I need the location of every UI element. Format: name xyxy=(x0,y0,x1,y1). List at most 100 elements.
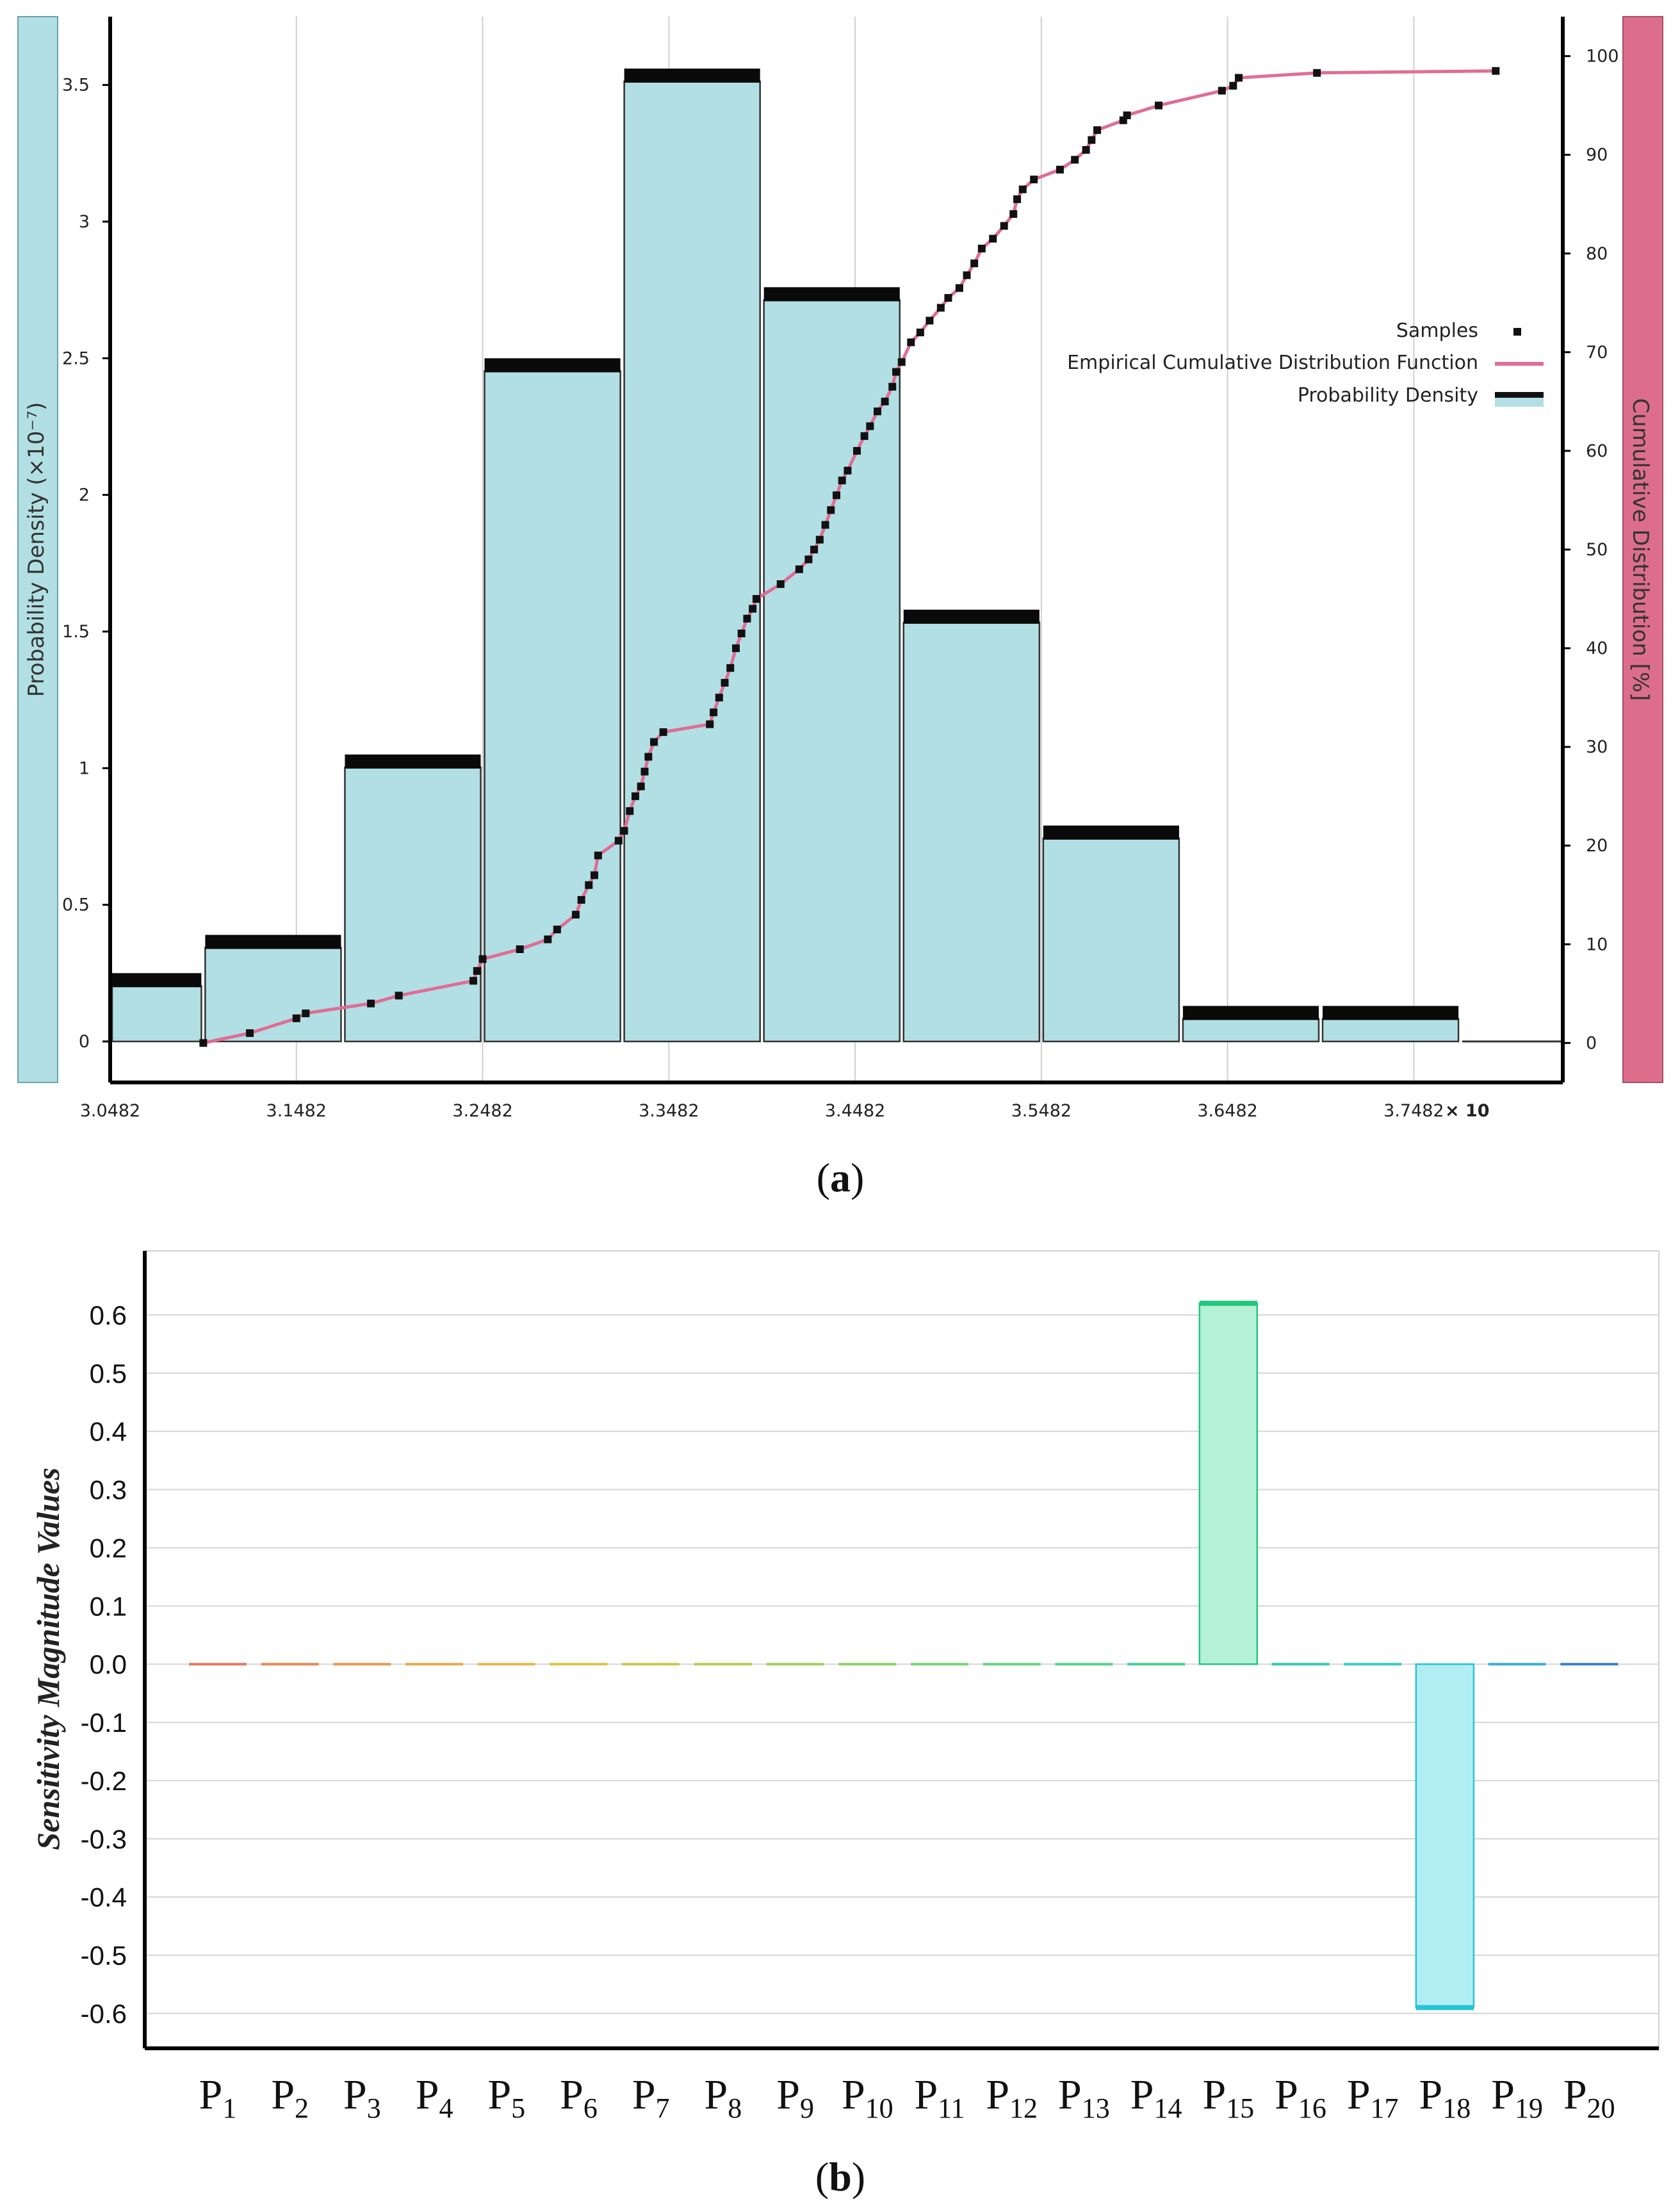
a-bar-cap xyxy=(205,934,341,949)
a-left-y-tick-label: 2 xyxy=(79,485,90,505)
b-x-category-label: P16 xyxy=(1275,2071,1326,2124)
a-bar-cap xyxy=(624,69,760,83)
a-bar xyxy=(484,370,621,1043)
a-sample-point xyxy=(881,397,889,405)
a-sample-point xyxy=(706,720,714,728)
a-left-y-tick-label: 2.5 xyxy=(62,348,90,368)
a-sample-point xyxy=(970,259,979,268)
a-x-tick-label: 3.0482 xyxy=(80,1101,140,1121)
a-sample-point xyxy=(827,506,835,514)
a-bar xyxy=(763,299,901,1043)
b-x-category-label: P2 xyxy=(271,2071,309,2124)
a-sample-point xyxy=(395,991,403,1000)
a-sample-point xyxy=(833,491,840,500)
a-sample-point xyxy=(302,1009,310,1018)
b-gridlines xyxy=(145,1314,1659,2014)
a-sample-point xyxy=(516,945,524,953)
a-histogram-bars xyxy=(111,69,1561,1043)
b-y-tick-label: 0.1 xyxy=(90,1591,127,1621)
a-x-tick-label: 3.7482 xyxy=(1383,1101,1444,1121)
a-sample-point xyxy=(815,535,824,544)
a-sample-point xyxy=(892,368,901,376)
a-left-y-tick-label: 1.5 xyxy=(62,622,90,642)
a-x-tick-label: 3.3482 xyxy=(639,1101,699,1121)
a-sample-point xyxy=(469,977,477,985)
a-bar-cap xyxy=(345,755,481,769)
caption-a: (a) xyxy=(817,1155,865,1200)
a-sample-point xyxy=(1071,156,1079,164)
b-axes xyxy=(143,1251,1659,2050)
a-sample-point xyxy=(614,836,623,845)
a-left-y-tick-label: 0 xyxy=(79,1032,90,1052)
b-x-category-label: P20 xyxy=(1563,2071,1615,2124)
a-x-tick-label: 3.2482 xyxy=(452,1101,512,1121)
a-right-y-tick-label: 30 xyxy=(1586,737,1608,757)
a-sample-point xyxy=(640,767,649,776)
right-axis-label: Cumulative Distribution [%] xyxy=(1627,398,1653,701)
b-y-tick-label: -0.1 xyxy=(81,1708,127,1738)
a-bar xyxy=(902,621,1041,1043)
b-y-tick-label: 0.2 xyxy=(90,1533,127,1563)
a-sample-point xyxy=(1013,195,1022,204)
right-axis-band xyxy=(1622,16,1663,1083)
a-legend: Samples Empirical Cumulative Distributio… xyxy=(1067,320,1544,407)
a-sample-point xyxy=(926,316,934,325)
b-x-category-label: P11 xyxy=(914,2071,965,2124)
panel-a-chart: Probability Density (×10⁻⁷) Cumulative D… xyxy=(17,16,1663,1121)
a-sample-point xyxy=(936,304,945,312)
a-right-y-tick-label: 80 xyxy=(1586,244,1608,264)
b-y-tick-label: -0.5 xyxy=(81,1941,127,1971)
a-right-y-tick-label: 50 xyxy=(1586,540,1608,560)
legend-swatch-density-top xyxy=(1495,392,1544,398)
a-sample-point xyxy=(844,466,852,475)
a-sample-point xyxy=(1082,146,1090,154)
a-sample-point xyxy=(838,477,846,485)
b-x-category-label: P9 xyxy=(776,2071,814,2124)
b-x-category-label: P12 xyxy=(986,2071,1038,2124)
a-sample-point xyxy=(710,708,718,717)
a-sample-point xyxy=(1018,185,1027,193)
a-sample-point xyxy=(644,753,653,761)
a-sample-point xyxy=(1088,136,1096,144)
a-sample-point xyxy=(977,245,986,253)
a-right-y-tick-label: 90 xyxy=(1586,145,1608,165)
b-y-tick-label: 0.4 xyxy=(90,1417,127,1447)
b-x-category-label: P4 xyxy=(416,2071,453,2124)
x-multiplier-label: × 10 xyxy=(1445,1101,1490,1121)
a-sample-point xyxy=(852,446,861,455)
a-sample-point xyxy=(577,895,585,904)
b-bar-cap xyxy=(1199,1300,1257,1306)
a-left-y-ticks: 0 0.5 1 1.5 2 2.5 3 3.5 xyxy=(62,76,110,1052)
b-y-tick-label: 0.3 xyxy=(90,1475,127,1505)
a-sample-point xyxy=(591,871,598,879)
b-bar xyxy=(1198,1302,1259,1665)
a-right-y-tick-label: 0 xyxy=(1586,1033,1597,1053)
a-bar xyxy=(1182,1018,1320,1043)
a-right-y-tick-label: 40 xyxy=(1586,639,1608,658)
b-bar xyxy=(1415,1663,1475,2009)
b-x-category-label: P13 xyxy=(1058,2071,1110,2124)
a-bar-cap xyxy=(484,358,621,373)
a-sample-point xyxy=(1056,165,1064,174)
a-right-y-tick-label: 20 xyxy=(1586,836,1608,856)
a-sample-point xyxy=(1123,111,1131,120)
a-left-y-tick-label: 0.5 xyxy=(62,895,90,915)
b-bars xyxy=(189,1300,1619,2011)
b-x-category-label: P1 xyxy=(199,2071,237,2124)
b-y-tick-label: -0.6 xyxy=(81,1998,127,2028)
a-sample-point xyxy=(1093,126,1102,135)
a-sample-point xyxy=(888,382,897,391)
a-x-ticks: 3.0482 3.1482 3.2482 3.3482 3.4482 3.5482 3.64… xyxy=(80,1101,1444,1121)
a-ecdf-line xyxy=(202,69,1496,1045)
a-sample-point xyxy=(1009,210,1018,218)
a-sample-point xyxy=(637,782,645,790)
a-sample-point xyxy=(743,614,751,623)
a-right-y-tick-label: 10 xyxy=(1586,934,1608,954)
a-left-y-tick-label: 3 xyxy=(79,212,90,232)
b-y-tick-label: 0.5 xyxy=(90,1358,127,1389)
a-sample-point xyxy=(659,728,667,737)
b-y-tick-label: -0.3 xyxy=(81,1824,127,1854)
a-bar-cap xyxy=(1323,1006,1459,1020)
a-sample-point xyxy=(916,329,924,337)
